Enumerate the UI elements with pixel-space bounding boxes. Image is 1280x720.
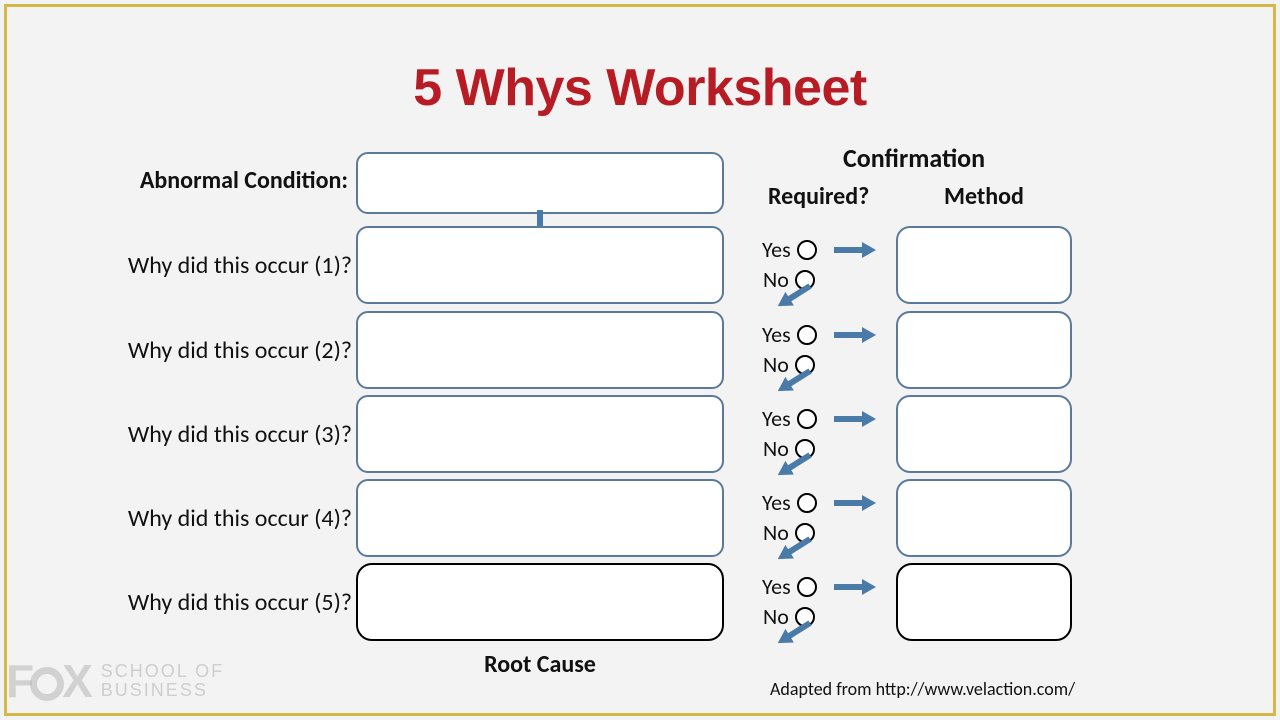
method-box-1[interactable] xyxy=(896,226,1072,304)
why-label-3: Why did this occur (3)? xyxy=(60,420,352,449)
yes-radio-3[interactable] xyxy=(797,409,817,429)
yes-radio-5[interactable] xyxy=(797,577,817,597)
no-label: No xyxy=(763,438,789,460)
watermark: FX SCHOOL OFBUSINESS xyxy=(6,654,224,708)
yes-label: Yes xyxy=(762,492,791,514)
no-label: No xyxy=(763,354,789,376)
why-box-4[interactable] xyxy=(356,479,724,557)
header-method: Method xyxy=(944,182,1024,211)
attribution-text: Adapted from http://www.velaction.com/ xyxy=(770,678,1075,700)
no-label: No xyxy=(763,606,789,628)
arrow-right-icon xyxy=(834,495,882,511)
yes-radio-4[interactable] xyxy=(797,493,817,513)
watermark-brand: FX xyxy=(6,654,91,708)
yes-label: Yes xyxy=(762,576,791,598)
why-box-3[interactable] xyxy=(356,395,724,473)
header-required: Required? xyxy=(768,182,869,211)
why-box-2[interactable] xyxy=(356,311,724,389)
method-box-4[interactable] xyxy=(896,479,1072,557)
watermark-subtitle: SCHOOL OFBUSINESS xyxy=(101,662,224,700)
arrow-right-icon xyxy=(834,242,882,258)
abnormal-condition-label: Abnormal Condition: xyxy=(28,166,348,195)
why-label-5: Why did this occur (5)? xyxy=(60,588,352,617)
yes-radio-1[interactable] xyxy=(797,240,817,260)
no-label: No xyxy=(763,269,789,291)
method-box-2[interactable] xyxy=(896,311,1072,389)
method-box-3[interactable] xyxy=(896,395,1072,473)
yes-label: Yes xyxy=(762,408,791,430)
page-title: 5 Whys Worksheet xyxy=(0,58,1280,118)
yes-label: Yes xyxy=(762,239,791,261)
root-cause-label: Root Cause xyxy=(356,650,724,679)
arrow-right-icon xyxy=(834,579,882,595)
yes-label: Yes xyxy=(762,324,791,346)
yes-radio-2[interactable] xyxy=(797,325,817,345)
no-label: No xyxy=(763,522,789,544)
why-label-1: Why did this occur (1)? xyxy=(60,251,352,280)
why-label-2: Why did this occur (2)? xyxy=(60,336,352,365)
why-box-5[interactable] xyxy=(356,563,724,641)
why-box-1[interactable] xyxy=(356,226,724,304)
why-label-4: Why did this occur (4)? xyxy=(60,504,352,533)
arrow-right-icon xyxy=(834,327,882,343)
header-confirmation: Confirmation xyxy=(843,142,985,174)
abnormal-condition-box[interactable] xyxy=(356,152,724,214)
arrow-right-icon xyxy=(834,411,882,427)
method-box-5[interactable] xyxy=(896,563,1072,641)
